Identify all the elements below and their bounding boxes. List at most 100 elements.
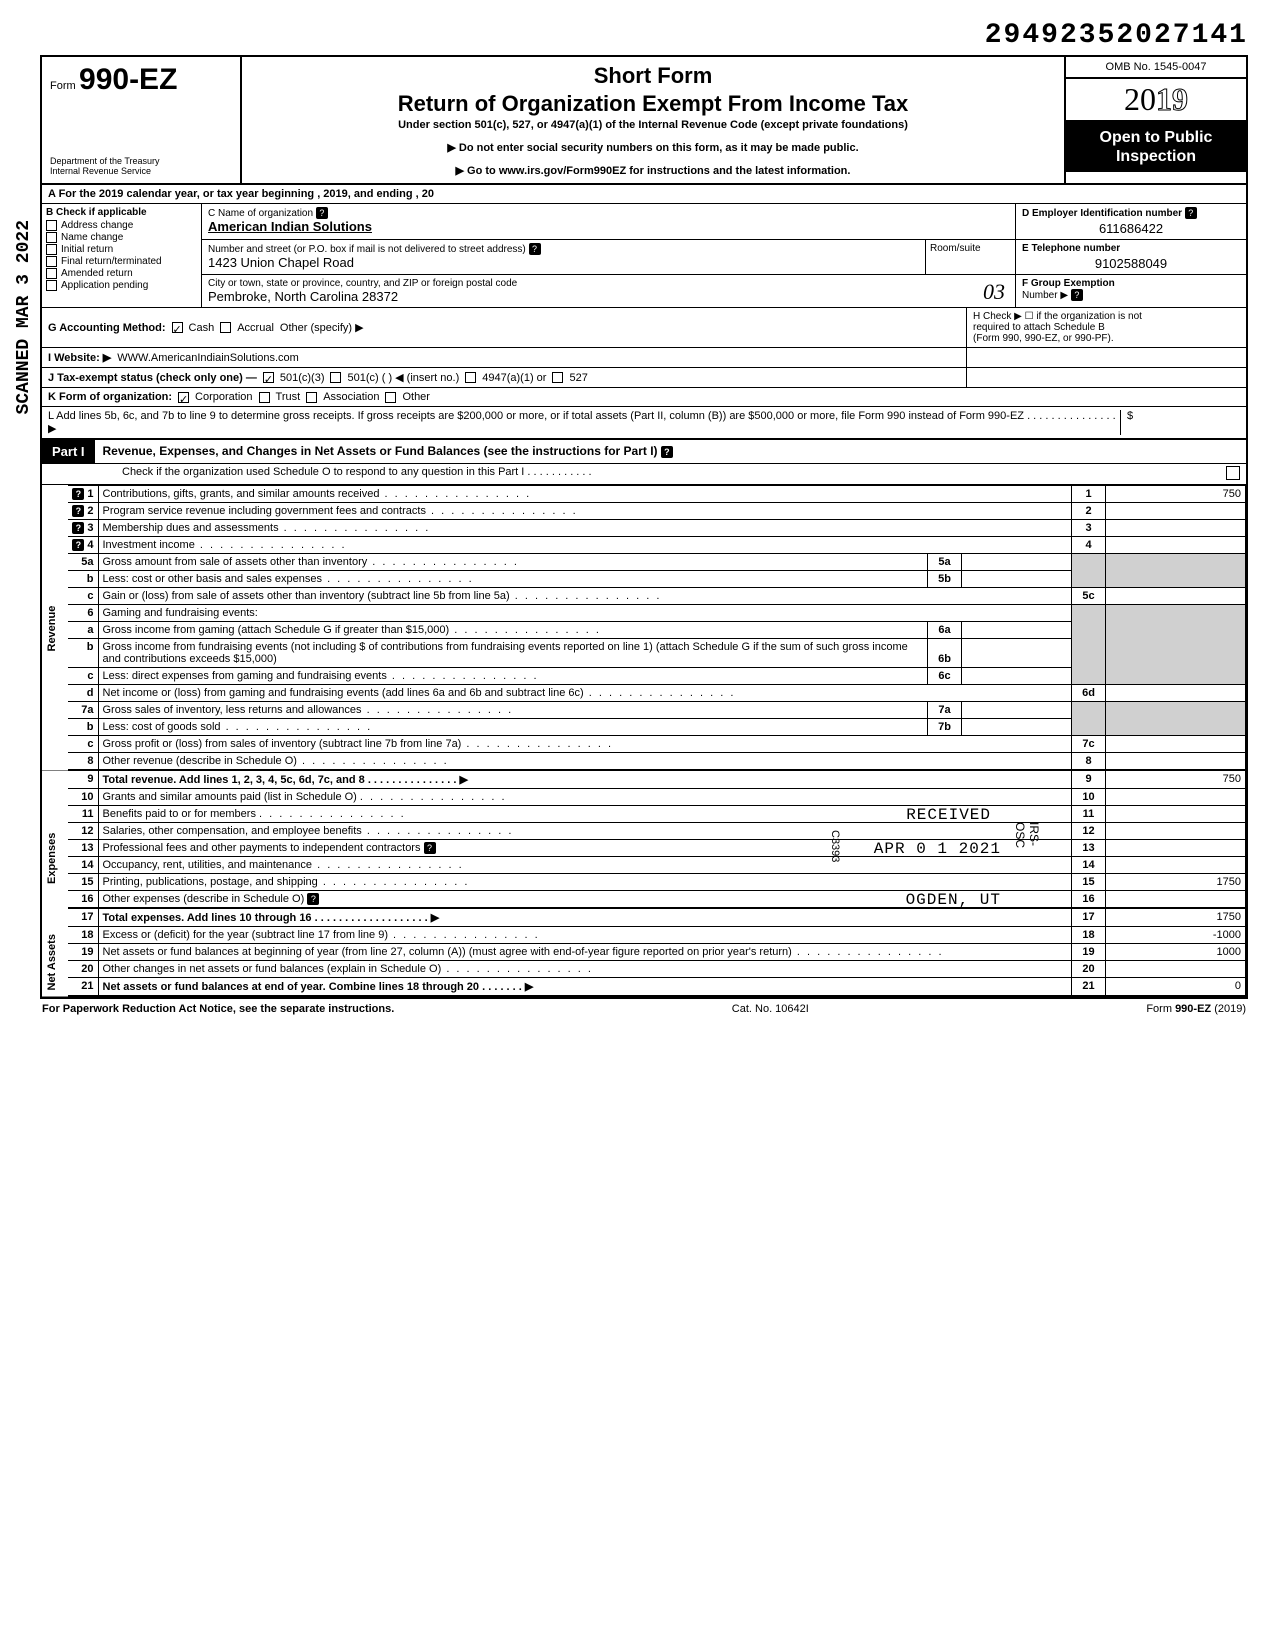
line-num: a bbox=[68, 622, 98, 639]
line-num: 6 bbox=[68, 605, 98, 622]
received-stamp: RECEIVED bbox=[906, 806, 991, 824]
line-desc: Salaries, other compensation, and employ… bbox=[98, 823, 1072, 840]
line-num: 13 bbox=[68, 840, 98, 857]
help-icon[interactable]: ? bbox=[1071, 289, 1083, 301]
line-desc: Total revenue. Add lines 1, 2, 3, 4, 5c,… bbox=[98, 770, 1072, 789]
footer-right-form: 990-EZ bbox=[1175, 1003, 1211, 1015]
box-f-label2: Number ▶ bbox=[1022, 290, 1068, 301]
chk-4947[interactable] bbox=[465, 372, 476, 383]
chk-trust[interactable] bbox=[259, 392, 270, 403]
mini-num: 7b bbox=[928, 719, 962, 736]
rt-num: 3 bbox=[1072, 520, 1106, 537]
line-desc: Gain or (loss) from sale of assets other… bbox=[98, 588, 1072, 605]
rt-val: 0 bbox=[1106, 978, 1246, 997]
table-row: 12 Salaries, other compensation, and emp… bbox=[42, 823, 1246, 840]
line-num: c bbox=[68, 668, 98, 685]
l11-text: Benefits paid to or for members bbox=[103, 808, 256, 820]
row-j-label: J Tax-exempt status (check only one) — bbox=[48, 372, 257, 384]
col-b-header: B Check if applicable bbox=[46, 207, 197, 218]
table-row: 17 Total expenses. Add lines 10 through … bbox=[42, 908, 1246, 927]
help-icon[interactable]: ? bbox=[529, 243, 541, 255]
rt-num: 12 bbox=[1072, 823, 1106, 840]
line-num: 4 bbox=[87, 539, 93, 551]
lbl-address-change: Address change bbox=[61, 220, 133, 231]
form-number: 990-EZ bbox=[79, 63, 177, 96]
chk-accrual[interactable] bbox=[220, 322, 231, 333]
help-icon[interactable]: ? bbox=[661, 446, 673, 458]
help-icon[interactable]: ? bbox=[72, 522, 84, 534]
chk-corp[interactable]: ✓ bbox=[178, 392, 189, 403]
table-row: 6 Gaming and fundraising events: bbox=[42, 605, 1246, 622]
line-desc: Printing, publications, postage, and shi… bbox=[98, 874, 1072, 891]
rt-val bbox=[1106, 823, 1246, 840]
line-desc: Less: direct expenses from gaming and fu… bbox=[98, 668, 928, 685]
row-k: K Form of organization: ✓Corporation Tru… bbox=[42, 388, 1246, 407]
footer-right-year: (2019) bbox=[1211, 1003, 1246, 1015]
rt-num-shade bbox=[1072, 702, 1106, 736]
box-h-l2: required to attach Schedule B bbox=[973, 322, 1240, 333]
line-num: 18 bbox=[68, 927, 98, 944]
col-cdef: C Name of organization ? American Indian… bbox=[202, 204, 1246, 307]
row-i-label: I Website: ▶ bbox=[48, 351, 111, 364]
box-h-l3: (Form 990, 990-EZ, or 990-PF). bbox=[973, 333, 1240, 344]
org-name: American Indian Solutions bbox=[208, 219, 372, 234]
line-desc: Benefits paid to or for members RECEIVED bbox=[98, 806, 1072, 823]
short-form-title: Short Form bbox=[252, 63, 1054, 89]
line-desc: Gross income from gaming (attach Schedul… bbox=[98, 622, 928, 639]
chk-final-return[interactable] bbox=[46, 256, 57, 267]
row-j: J Tax-exempt status (check only one) — ✓… bbox=[42, 368, 1246, 388]
part-i-checkbox[interactable] bbox=[1226, 466, 1240, 480]
chk-other[interactable] bbox=[385, 392, 396, 403]
rt-val: 750 bbox=[1106, 486, 1246, 503]
chk-app-pending[interactable] bbox=[46, 280, 57, 291]
chk-name-change[interactable] bbox=[46, 232, 57, 243]
line-num: b bbox=[68, 639, 98, 668]
l13-text: Professional fees and other payments to … bbox=[103, 842, 421, 854]
line-desc: Gross profit or (loss) from sales of inv… bbox=[98, 736, 1072, 753]
help-icon[interactable]: ? bbox=[72, 539, 84, 551]
form-990ez: Form 990-EZ Department of the Treasury I… bbox=[40, 55, 1248, 999]
line-desc: Less: cost of goods sold bbox=[98, 719, 928, 736]
table-row: 19 Net assets or fund balances at beginn… bbox=[42, 944, 1246, 961]
chk-cash[interactable]: ✓ bbox=[172, 322, 183, 333]
rt-num: 21 bbox=[1072, 978, 1106, 997]
chk-501c[interactable] bbox=[330, 372, 341, 383]
stamp-c3: C3393 bbox=[829, 830, 841, 862]
chk-amended[interactable] bbox=[46, 268, 57, 279]
ein-value: 611686422 bbox=[1022, 221, 1240, 236]
lbl-other-specify: Other (specify) ▶ bbox=[280, 321, 364, 334]
line-num: d bbox=[68, 685, 98, 702]
chk-assoc[interactable] bbox=[306, 392, 317, 403]
rt-val bbox=[1106, 685, 1246, 702]
chk-initial-return[interactable] bbox=[46, 244, 57, 255]
help-icon[interactable]: ? bbox=[307, 893, 319, 905]
rt-val: 1750 bbox=[1106, 908, 1246, 927]
addr-street-value: 1423 Union Chapel Road bbox=[208, 255, 354, 270]
chk-527[interactable] bbox=[552, 372, 563, 383]
box-f-label: F Group Exemption bbox=[1022, 278, 1115, 289]
line-num: 10 bbox=[68, 789, 98, 806]
mini-val bbox=[962, 554, 1072, 571]
side-netassets: Net Assets bbox=[42, 927, 68, 997]
table-row: 15 Printing, publications, postage, and … bbox=[42, 874, 1246, 891]
stamp-date: APR 0 1 2021 bbox=[874, 840, 1001, 858]
return-title: Return of Organization Exempt From Incom… bbox=[252, 91, 1054, 117]
lbl-accrual: Accrual bbox=[237, 322, 274, 334]
help-icon[interactable]: ? bbox=[72, 488, 84, 500]
table-row: 13 Professional fees and other payments … bbox=[42, 840, 1246, 857]
rt-val bbox=[1106, 891, 1246, 909]
line-desc: Gross sales of inventory, less returns a… bbox=[98, 702, 928, 719]
rt-val-shade bbox=[1106, 605, 1246, 685]
rt-val: 750 bbox=[1106, 770, 1246, 789]
under-section: Under section 501(c), 527, or 4947(a)(1)… bbox=[252, 119, 1054, 131]
help-icon[interactable]: ? bbox=[1185, 207, 1197, 219]
chk-501c3[interactable]: ✓ bbox=[263, 372, 274, 383]
chk-address-change[interactable] bbox=[46, 220, 57, 231]
help-icon[interactable]: ? bbox=[316, 207, 328, 219]
help-icon[interactable]: ? bbox=[72, 505, 84, 517]
box-h-cont2 bbox=[966, 368, 1246, 387]
l10-text: Grants and similar amounts paid (list in… bbox=[103, 791, 357, 803]
help-icon[interactable]: ? bbox=[424, 842, 436, 854]
open-to-public: Open to Public Inspection bbox=[1066, 122, 1246, 172]
header-center: Short Form Return of Organization Exempt… bbox=[242, 57, 1066, 183]
